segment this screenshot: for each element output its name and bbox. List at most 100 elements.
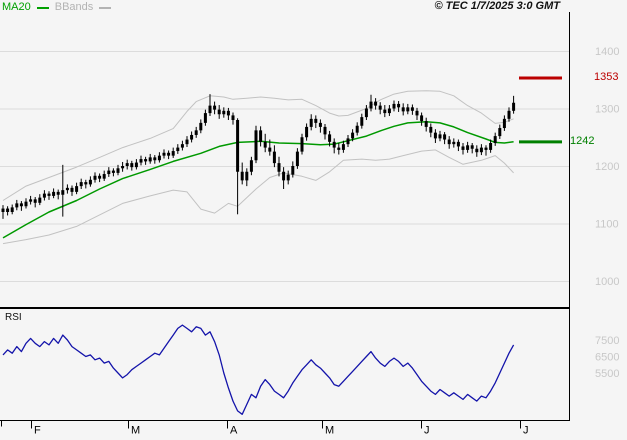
price-axis-label: 1000 xyxy=(595,276,619,288)
candle-body xyxy=(162,152,166,156)
candle-body xyxy=(438,134,442,139)
candle-body xyxy=(130,163,134,168)
candle-body xyxy=(203,113,207,123)
candle-body xyxy=(406,107,410,112)
support-level-label: 1242 xyxy=(570,135,595,147)
resistance-level-label: 1353 xyxy=(594,71,619,83)
candle-body xyxy=(512,102,516,111)
candle-body xyxy=(475,148,479,153)
bbands-legend-label: BBands xyxy=(54,1,94,13)
candle-body xyxy=(70,187,74,192)
candle-body xyxy=(295,151,299,166)
candle-body xyxy=(56,191,60,195)
candle-body xyxy=(226,110,230,116)
candle-body xyxy=(194,130,198,135)
candle-body xyxy=(157,155,161,161)
candle-body xyxy=(185,139,189,145)
candle-body xyxy=(332,141,336,148)
candle-body xyxy=(346,138,350,145)
candle-body xyxy=(6,208,10,212)
candle-body xyxy=(397,103,401,108)
candle-body xyxy=(374,101,378,106)
price-axis-label: 1200 xyxy=(595,161,619,173)
candle-body xyxy=(259,130,263,142)
candle-body xyxy=(323,126,327,135)
candle-body xyxy=(369,101,373,109)
candle-body xyxy=(470,145,474,149)
candle-body xyxy=(484,147,488,150)
candle-body xyxy=(328,134,332,142)
candle-body xyxy=(268,147,272,152)
candle-body xyxy=(433,132,437,139)
candle-body xyxy=(378,105,382,110)
candle-body xyxy=(387,108,391,114)
candle-body xyxy=(38,197,42,203)
month-label: M xyxy=(131,425,140,437)
rsi-line xyxy=(2,324,515,415)
month-label: A xyxy=(230,425,238,437)
candle-body xyxy=(139,159,143,163)
candle-body xyxy=(79,182,83,187)
candle-body xyxy=(121,166,125,169)
candlestick-series xyxy=(1,94,516,219)
candle-body xyxy=(171,151,175,156)
copyright-text: © TEC 1/7/2025 3:0 GMT xyxy=(434,0,561,12)
candle-body xyxy=(222,110,226,115)
candle-body xyxy=(507,110,511,119)
candle-body xyxy=(176,147,180,152)
candle-body xyxy=(52,191,56,196)
candle-body xyxy=(493,136,497,143)
candle-body xyxy=(125,163,129,166)
bbands-legend-swatch xyxy=(99,6,112,9)
rsi-panel-label: RSI xyxy=(5,312,22,323)
candle-body xyxy=(401,107,405,112)
candle-body xyxy=(144,159,148,162)
candle-body xyxy=(231,115,235,120)
candle-body xyxy=(286,174,290,181)
candle-body xyxy=(272,151,276,164)
candle-body xyxy=(456,141,460,147)
candle-body xyxy=(489,143,493,150)
candle-body xyxy=(111,170,115,173)
candle-body xyxy=(355,125,359,133)
candle-body xyxy=(337,147,341,150)
legend: MA20 BBands xyxy=(2,1,112,13)
candle-body xyxy=(148,157,152,162)
month-label: F xyxy=(34,425,41,437)
candle-body xyxy=(102,174,106,179)
candle-body xyxy=(10,207,14,212)
candle-body xyxy=(309,118,313,127)
candle-body xyxy=(291,166,295,175)
candle-body xyxy=(452,141,456,145)
bband-lower-line xyxy=(2,149,514,245)
price-axis-label: 1400 xyxy=(595,46,619,58)
rsi-axis-label: 6500 xyxy=(595,352,619,364)
month-label: J xyxy=(523,425,529,437)
candle-body xyxy=(24,201,28,207)
price-axis-label: 1300 xyxy=(595,104,619,116)
candle-body xyxy=(443,134,447,140)
candle-body xyxy=(75,186,79,192)
candle-body xyxy=(245,171,249,181)
candle-body xyxy=(29,199,33,202)
candle-body xyxy=(447,139,451,145)
bband-upper-line xyxy=(2,90,514,201)
candle-body xyxy=(318,122,322,127)
candle-body xyxy=(236,120,240,172)
candle-body xyxy=(116,168,120,173)
candle-body xyxy=(305,126,309,138)
ma20-legend-swatch xyxy=(36,6,49,9)
candle-body xyxy=(424,121,428,127)
candle-body xyxy=(263,141,267,148)
candle-body xyxy=(277,163,281,172)
candle-body xyxy=(88,179,92,185)
candle-body xyxy=(180,144,184,148)
candle-body xyxy=(65,187,69,191)
candle-body xyxy=(360,117,364,126)
candle-body xyxy=(134,162,138,168)
candle-body xyxy=(47,193,51,196)
candle-body xyxy=(19,203,23,207)
ma20-line xyxy=(2,120,514,239)
candle-body xyxy=(98,175,102,179)
